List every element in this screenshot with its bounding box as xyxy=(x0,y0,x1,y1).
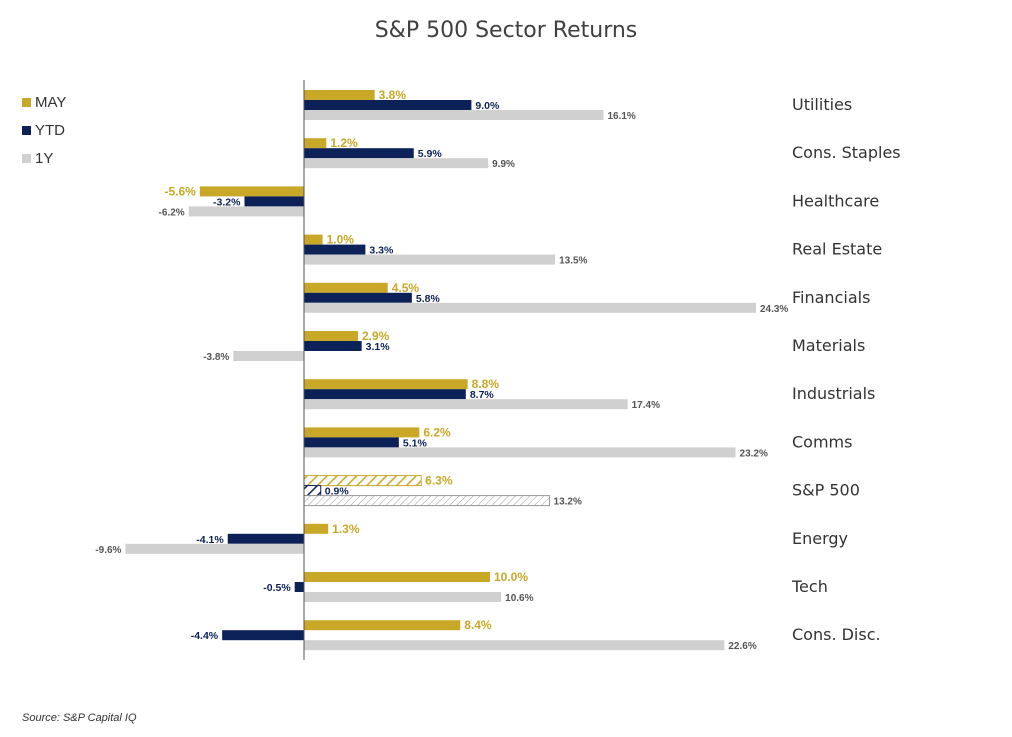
category-label-energy: Energy xyxy=(792,529,848,548)
data-label-1y-financials: 24.3% xyxy=(760,304,788,315)
category-label-healthcare: Healthcare xyxy=(792,191,879,210)
data-label-ytd-industrials: 8.7% xyxy=(470,389,495,401)
data-label-ytd-comms: 5.1% xyxy=(403,437,428,449)
data-label-ytd-healthcare: -3.2% xyxy=(213,196,241,208)
bar-may-financials xyxy=(304,282,388,293)
bar-may-materials xyxy=(304,331,358,341)
bar-may-cons-staples xyxy=(304,138,327,149)
bar-1y-energy xyxy=(125,543,304,554)
data-label-ytd-materials: 3.1% xyxy=(366,341,391,353)
bar-ytd-financials xyxy=(304,292,412,303)
data-label-1y-s-p-500: 13.2% xyxy=(554,497,582,508)
category-label-industrials: Industrials xyxy=(792,384,875,403)
data-label-1y-comms: 23.2% xyxy=(740,448,768,459)
data-label-may-energy: 1.3% xyxy=(332,522,360,536)
data-label-1y-healthcare: -6.2% xyxy=(159,207,185,218)
bar-1y-cons-staples xyxy=(304,158,489,169)
data-label-may-utilities: 3.8% xyxy=(379,88,407,102)
data-label-1y-cons-disc: 22.6% xyxy=(728,641,756,652)
chart-title: S&P 500 Sector Returns xyxy=(374,18,638,43)
bar-1y-tech xyxy=(304,592,502,602)
legend-item-1y: 1Y xyxy=(22,144,66,172)
data-label-may-cons-staples: 1.2% xyxy=(330,136,358,150)
data-label-1y-cons-staples: 9.9% xyxy=(492,159,515,170)
legend-swatch-may xyxy=(22,97,31,107)
category-label-cons-staples: Cons. Staples xyxy=(792,143,901,162)
legend-label-1y: 1Y xyxy=(35,149,54,167)
bar-1y-real-estate xyxy=(304,254,556,265)
legend-swatch-ytd xyxy=(22,125,31,135)
data-label-may-healthcare: -5.6% xyxy=(164,184,196,198)
bar-may-cons-disc xyxy=(304,620,461,631)
bar-1y-comms xyxy=(304,447,736,458)
data-label-1y-utilities: 16.1% xyxy=(607,111,635,122)
data-label-ytd-cons-staples: 5.9% xyxy=(418,148,443,160)
category-label-comms: Comms xyxy=(792,432,852,451)
bar-ytd-real-estate xyxy=(304,244,366,255)
data-label-may-s-p-500: 6.3% xyxy=(425,474,453,488)
category-label-cons-disc: Cons. Disc. xyxy=(792,625,881,644)
source-note: Source: S&P Capital IQ xyxy=(22,712,137,724)
legend-swatch-1y xyxy=(22,153,31,163)
legend-item-ytd: YTD xyxy=(22,116,66,144)
bar-1y-financials xyxy=(304,302,756,313)
data-label-1y-energy: -9.6% xyxy=(95,545,121,556)
bar-may-s-p-500 xyxy=(303,475,422,487)
category-label-utilities: Utilities xyxy=(792,95,852,114)
bar-ytd-s-p-500 xyxy=(303,485,322,497)
legend-label-may: MAY xyxy=(35,93,67,111)
data-label-may-cons-disc: 8.4% xyxy=(464,618,492,632)
data-label-ytd-cons-disc: -4.4% xyxy=(191,630,219,642)
bar-1y-materials xyxy=(233,351,304,361)
data-label-ytd-financials: 5.8% xyxy=(416,293,441,305)
bar-may-energy xyxy=(304,523,329,534)
category-label-financials: Financials xyxy=(792,288,870,307)
bar-may-comms xyxy=(304,427,420,438)
data-label-ytd-tech: -0.5% xyxy=(263,582,291,594)
bars-layer: 3.8% 9.0% 16.1% Utilities 1.2% 5.9% 9.9% Cons. … xyxy=(95,88,900,652)
category-label-s-p-500: S&P 500 xyxy=(792,481,860,500)
legend-label-ytd: YTD xyxy=(35,121,65,139)
bar-1y-s-p-500 xyxy=(303,495,551,507)
data-label-may-tech: 10.0% xyxy=(494,570,528,584)
bar-may-real-estate xyxy=(304,234,323,245)
category-label-tech: Tech xyxy=(791,577,828,596)
data-label-may-industrials: 8.8% xyxy=(472,377,500,391)
bar-may-utilities xyxy=(304,90,375,100)
bar-1y-healthcare xyxy=(188,206,304,217)
bar-ytd-tech xyxy=(294,582,304,592)
category-label-materials: Materials xyxy=(792,336,865,355)
legend-item-may: MAY xyxy=(22,88,66,116)
bar-ytd-energy xyxy=(227,533,304,544)
data-label-1y-real-estate: 13.5% xyxy=(559,256,587,267)
category-label-real-estate: Real Estate xyxy=(792,240,882,259)
bar-may-industrials xyxy=(304,379,468,390)
data-label-may-materials: 2.9% xyxy=(362,329,390,343)
legend: MAY YTD 1Y xyxy=(22,88,66,172)
data-label-1y-materials: -3.8% xyxy=(203,352,229,363)
bar-ytd-materials xyxy=(304,341,362,351)
data-label-ytd-utilities: 9.0% xyxy=(475,100,500,112)
bar-ytd-cons-disc xyxy=(222,630,304,641)
data-label-1y-tech: 10.6% xyxy=(505,593,533,604)
bar-ytd-industrials xyxy=(304,389,466,400)
data-label-ytd-real-estate: 3.3% xyxy=(369,245,394,257)
data-label-may-financials: 4.5% xyxy=(392,281,420,295)
bar-may-healthcare xyxy=(199,186,304,197)
bar-ytd-comms xyxy=(304,437,399,448)
bar-may-tech xyxy=(304,572,490,582)
data-label-may-comms: 6.2% xyxy=(423,425,451,439)
data-label-ytd-s-p-500: 0.9% xyxy=(325,486,350,498)
bar-ytd-cons-staples xyxy=(304,148,414,159)
bar-1y-utilities xyxy=(304,110,604,120)
bar-ytd-utilities xyxy=(304,100,472,110)
bar-1y-cons-disc xyxy=(304,640,725,651)
data-label-ytd-energy: -4.1% xyxy=(196,534,224,546)
bar-ytd-healthcare xyxy=(244,196,304,207)
data-label-1y-industrials: 17.4% xyxy=(632,400,660,411)
data-label-may-real-estate: 1.0% xyxy=(327,233,355,247)
bar-1y-industrials xyxy=(304,399,628,410)
